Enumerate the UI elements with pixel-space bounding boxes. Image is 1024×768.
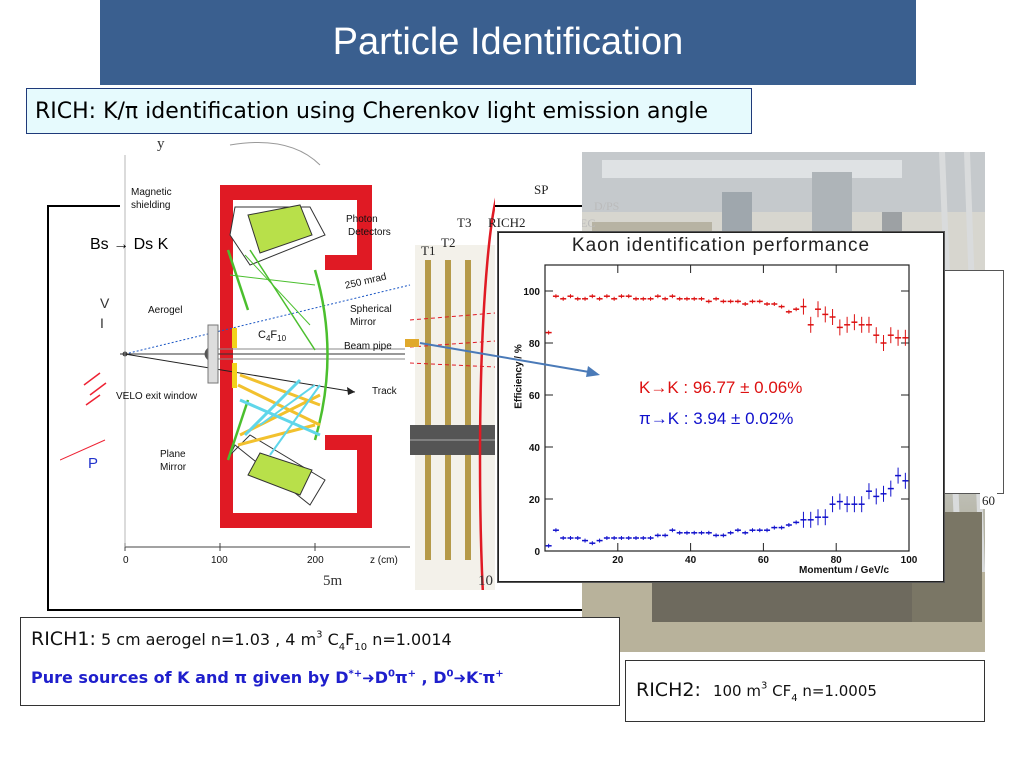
bs-decay-label: Bs → Ds K <box>90 236 169 253</box>
t2-label: T2 <box>441 235 456 250</box>
chart-series <box>545 294 909 548</box>
ten-label: 10 <box>478 573 493 589</box>
y-tick-label: 20 <box>529 495 541 506</box>
rich1-description: RICH1: 5 cm aerogel n=1.03 , 4 m3 C4F10 … <box>20 617 620 706</box>
z-axis-label: z (cm) <box>370 555 398 566</box>
y-tick-label: 80 <box>529 339 541 350</box>
x-tick-label: 80 <box>831 555 843 566</box>
tick-100: 100 <box>211 555 228 566</box>
rich1-line: RICH1: 5 cm aerogel n=1.03 , 4 m3 C4F10 … <box>31 628 452 653</box>
x-tick-label: 40 <box>685 555 697 566</box>
chart-axes: 0 20 40 60 80 100 20 40 60 80 100 <box>523 264 918 566</box>
slide-title: Particle Identification <box>100 0 916 85</box>
plane-mirror-label: Plane Mirror <box>160 449 187 473</box>
slide-title-text: Particle Identification <box>332 21 684 63</box>
arrow-icon: ➜ <box>453 669 467 687</box>
x-tick-label: 100 <box>901 555 918 566</box>
tick-200: 200 <box>307 555 324 566</box>
beam-pipe-label: Beam pipe <box>344 341 392 352</box>
hidden-blue-fragment: P <box>88 455 99 472</box>
subtitle-text: RICH: K/π identification using Cherenkov… <box>35 98 709 124</box>
x-tick-label: 20 <box>612 555 624 566</box>
rich1-label: RICH1: <box>31 628 96 650</box>
c4f10-label: C4F10 <box>258 329 287 344</box>
chart-xlabel: Momentum / GeV/c <box>799 565 890 576</box>
chart-plot: 0 20 40 60 80 100 20 40 60 80 100 <box>523 264 918 566</box>
arrow-icon: ➜ <box>362 669 375 687</box>
hidden-red-lines <box>60 372 107 461</box>
pi-to-k-annotation: π→K : 3.94 ± 0.02% <box>639 409 794 428</box>
chart-frame <box>544 264 910 552</box>
k-to-k-annotation: K→K : 96.77 ± 0.06% <box>639 378 803 397</box>
pure-sources-line: Pure sources of K and π given by D*+➜D0π… <box>31 668 504 687</box>
x-tick-label: 60 <box>758 555 770 566</box>
hidden-text-fragment: I <box>100 315 104 331</box>
kaon-performance-chart: 0 20 40 60 80 100 20 40 60 80 100 Kaon identificat… <box>498 232 944 582</box>
pointer-arrow <box>405 339 600 377</box>
y-tick-label: 100 <box>523 287 540 298</box>
five-m-label: 5m <box>323 573 343 589</box>
aerogel-label: Aerogel <box>148 305 183 316</box>
ec-faded-label: EC <box>582 216 596 230</box>
t3-label: T3 <box>457 215 472 230</box>
magnetic-shielding-label: Magnetic shielding <box>131 187 172 211</box>
y-tick-label: 0 <box>534 547 540 558</box>
chart-title: Kaon identification performance <box>571 235 871 256</box>
tick-0: 0 <box>123 555 129 566</box>
photon-detectors-label: Photon Detectors <box>346 214 391 238</box>
hidden-inset-box <box>940 270 1004 494</box>
rich2-label: RICH2: <box>636 679 701 701</box>
sixty-label: 60 <box>980 493 997 509</box>
rich1-detector-diagram <box>120 135 495 590</box>
y-tick-label: 60 <box>529 391 541 402</box>
rich2-diagram-label: RICH2 <box>488 215 526 230</box>
t1-label: T1 <box>421 243 436 258</box>
dps-faded-label: D/PS <box>594 199 620 213</box>
sp-label: SP <box>534 182 549 197</box>
velo-exit-window-label: VELO exit window <box>116 391 198 402</box>
rich2-line: RICH2: 100 m3 CF4 n=1.0005 <box>636 679 877 704</box>
y-tick-label: 40 <box>529 443 541 454</box>
spherical-mirror-label: Spherical Mirror <box>350 304 392 328</box>
hidden-text-fragment: V <box>100 295 110 311</box>
rich2-description: RICH2: 100 m3 CF4 n=1.0005 <box>625 660 985 722</box>
subtitle-box: RICH: K/π identification using Cherenkov… <box>26 88 752 134</box>
y-axis-label: y <box>157 136 165 152</box>
track-label: Track <box>372 386 397 397</box>
